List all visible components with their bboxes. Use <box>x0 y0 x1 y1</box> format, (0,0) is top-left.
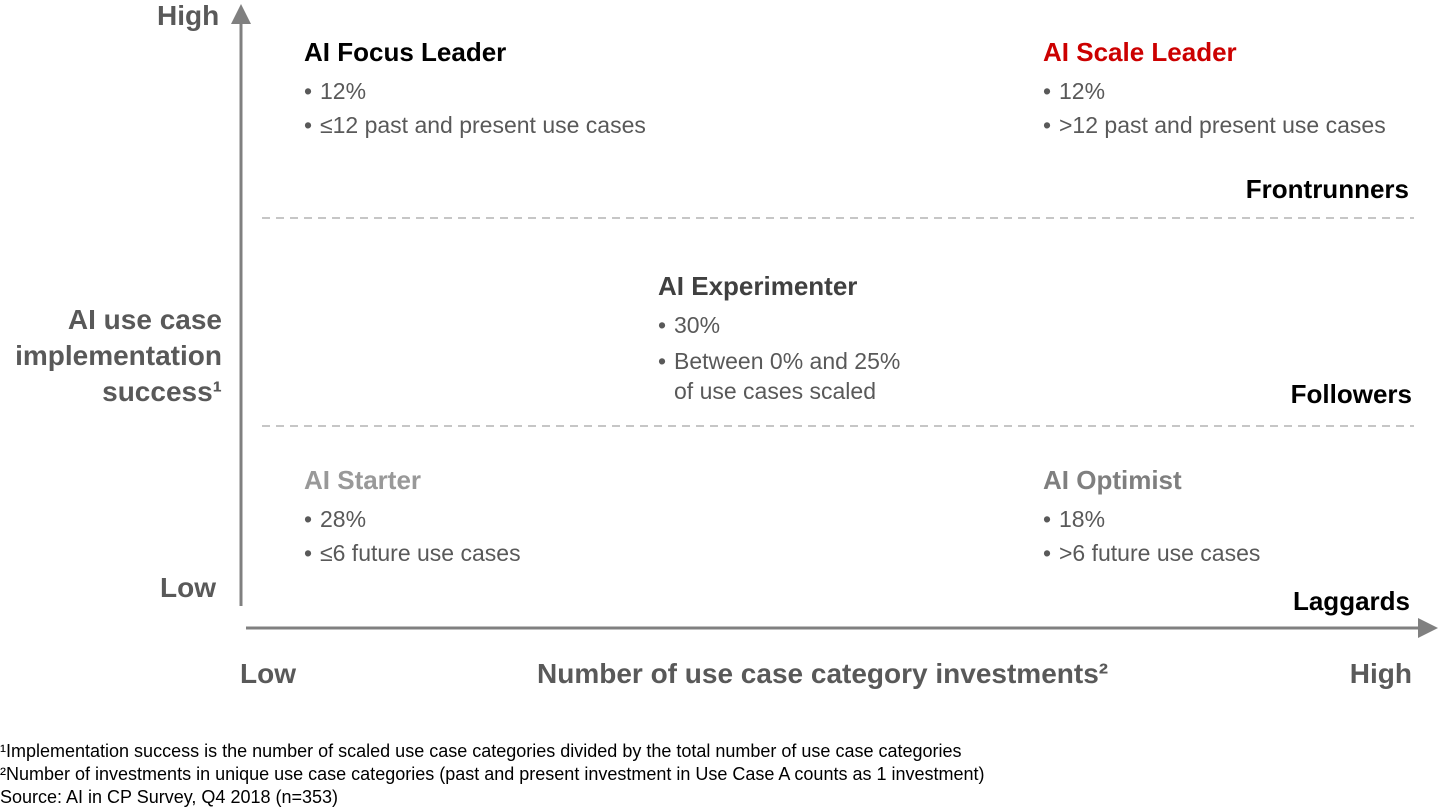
list-item: • 18% <box>1043 506 1106 532</box>
list-item: • 12% <box>1043 78 1106 104</box>
segment-starter-share: 28% <box>320 506 367 532</box>
footnote-source: Source: AI in CP Survey, Q4 2018 (n=353) <box>0 787 339 807</box>
x-axis-low-label: Low <box>240 658 296 689</box>
footnotes: ¹Implementation success is the number of… <box>0 740 985 809</box>
list-item: • >6 future use cases <box>1043 540 1261 566</box>
list-item: • >12 past and present use cases <box>1043 112 1386 138</box>
list-item: • 28% <box>304 506 367 532</box>
segment-focus-leader-title: AI Focus Leader <box>304 37 507 67</box>
list-item: • 30% <box>658 312 721 338</box>
list-item: • Between 0% and 25% of use cases scaled <box>658 348 901 404</box>
y-axis-high-label: High <box>157 0 220 31</box>
y-axis-arrowhead <box>231 4 251 24</box>
segment-scale-leader-share: 12% <box>1059 78 1106 104</box>
segment-scale-leader: AI Scale Leader • 12% • >12 past and prese… <box>1043 37 1386 142</box>
y-axis-title-line-3: success¹ <box>102 376 222 407</box>
segment-optimist-criteria: >6 future use cases <box>1059 540 1261 566</box>
x-axis-arrowhead <box>1418 618 1438 638</box>
segment-starter: AI Starter • 28% • ≤6 future use cases <box>304 465 521 570</box>
y-axis-title-line-2: implementation <box>15 340 222 371</box>
segment-scale-leader-criteria: >12 past and present use cases <box>1059 112 1386 138</box>
list-item: • ≤6 future use cases <box>304 540 521 566</box>
list-item: • ≤12 past and present use cases <box>304 112 646 138</box>
x-axis-title: Number of use case category investments² <box>537 658 1109 689</box>
segment-scale-leader-title: AI Scale Leader <box>1043 37 1237 67</box>
segment-optimist-share: 18% <box>1059 506 1106 532</box>
segment-focus-leader: AI Focus Leader • 12% • ≤12 past and prese… <box>304 37 646 142</box>
segment-experimenter: AI Experimenter • 30% • Between 0% and 25%… <box>658 271 900 406</box>
x-axis-high-label: High <box>1349 658 1412 689</box>
segment-experimenter-share: 30% <box>674 312 721 338</box>
segment-focus-leader-share: 12% <box>320 78 367 104</box>
segment-experimenter-title: AI Experimenter <box>658 271 858 301</box>
y-axis-low-label: Low <box>160 572 216 603</box>
segment-experimenter-criteria-line-1: Between 0% and 25% <box>674 348 901 374</box>
segment-starter-criteria: ≤6 future use cases <box>320 540 521 566</box>
tier-frontrunners: Frontrunners <box>1245 174 1409 204</box>
segment-starter-title: AI Starter <box>304 465 422 495</box>
segment-focus-leader-criteria: ≤12 past and present use cases <box>320 112 646 138</box>
tier-laggards: Laggards <box>1292 586 1410 616</box>
tier-followers: Followers <box>1290 379 1412 409</box>
footnote-1: ¹Implementation success is the number of… <box>0 741 962 761</box>
segment-experimenter-criteria-line-2: of use cases scaled <box>674 378 877 404</box>
segment-optimist: AI Optimist • 18% • >6 future use cases <box>1043 465 1260 570</box>
y-axis-title: AI use case implementation success¹ <box>15 302 222 410</box>
segment-optimist-title: AI Optimist <box>1043 465 1182 495</box>
list-item: • 12% <box>304 78 367 104</box>
footnote-2: ²Number of investments in unique use cas… <box>0 764 985 784</box>
y-axis-title-line-1: AI use case <box>67 304 222 335</box>
